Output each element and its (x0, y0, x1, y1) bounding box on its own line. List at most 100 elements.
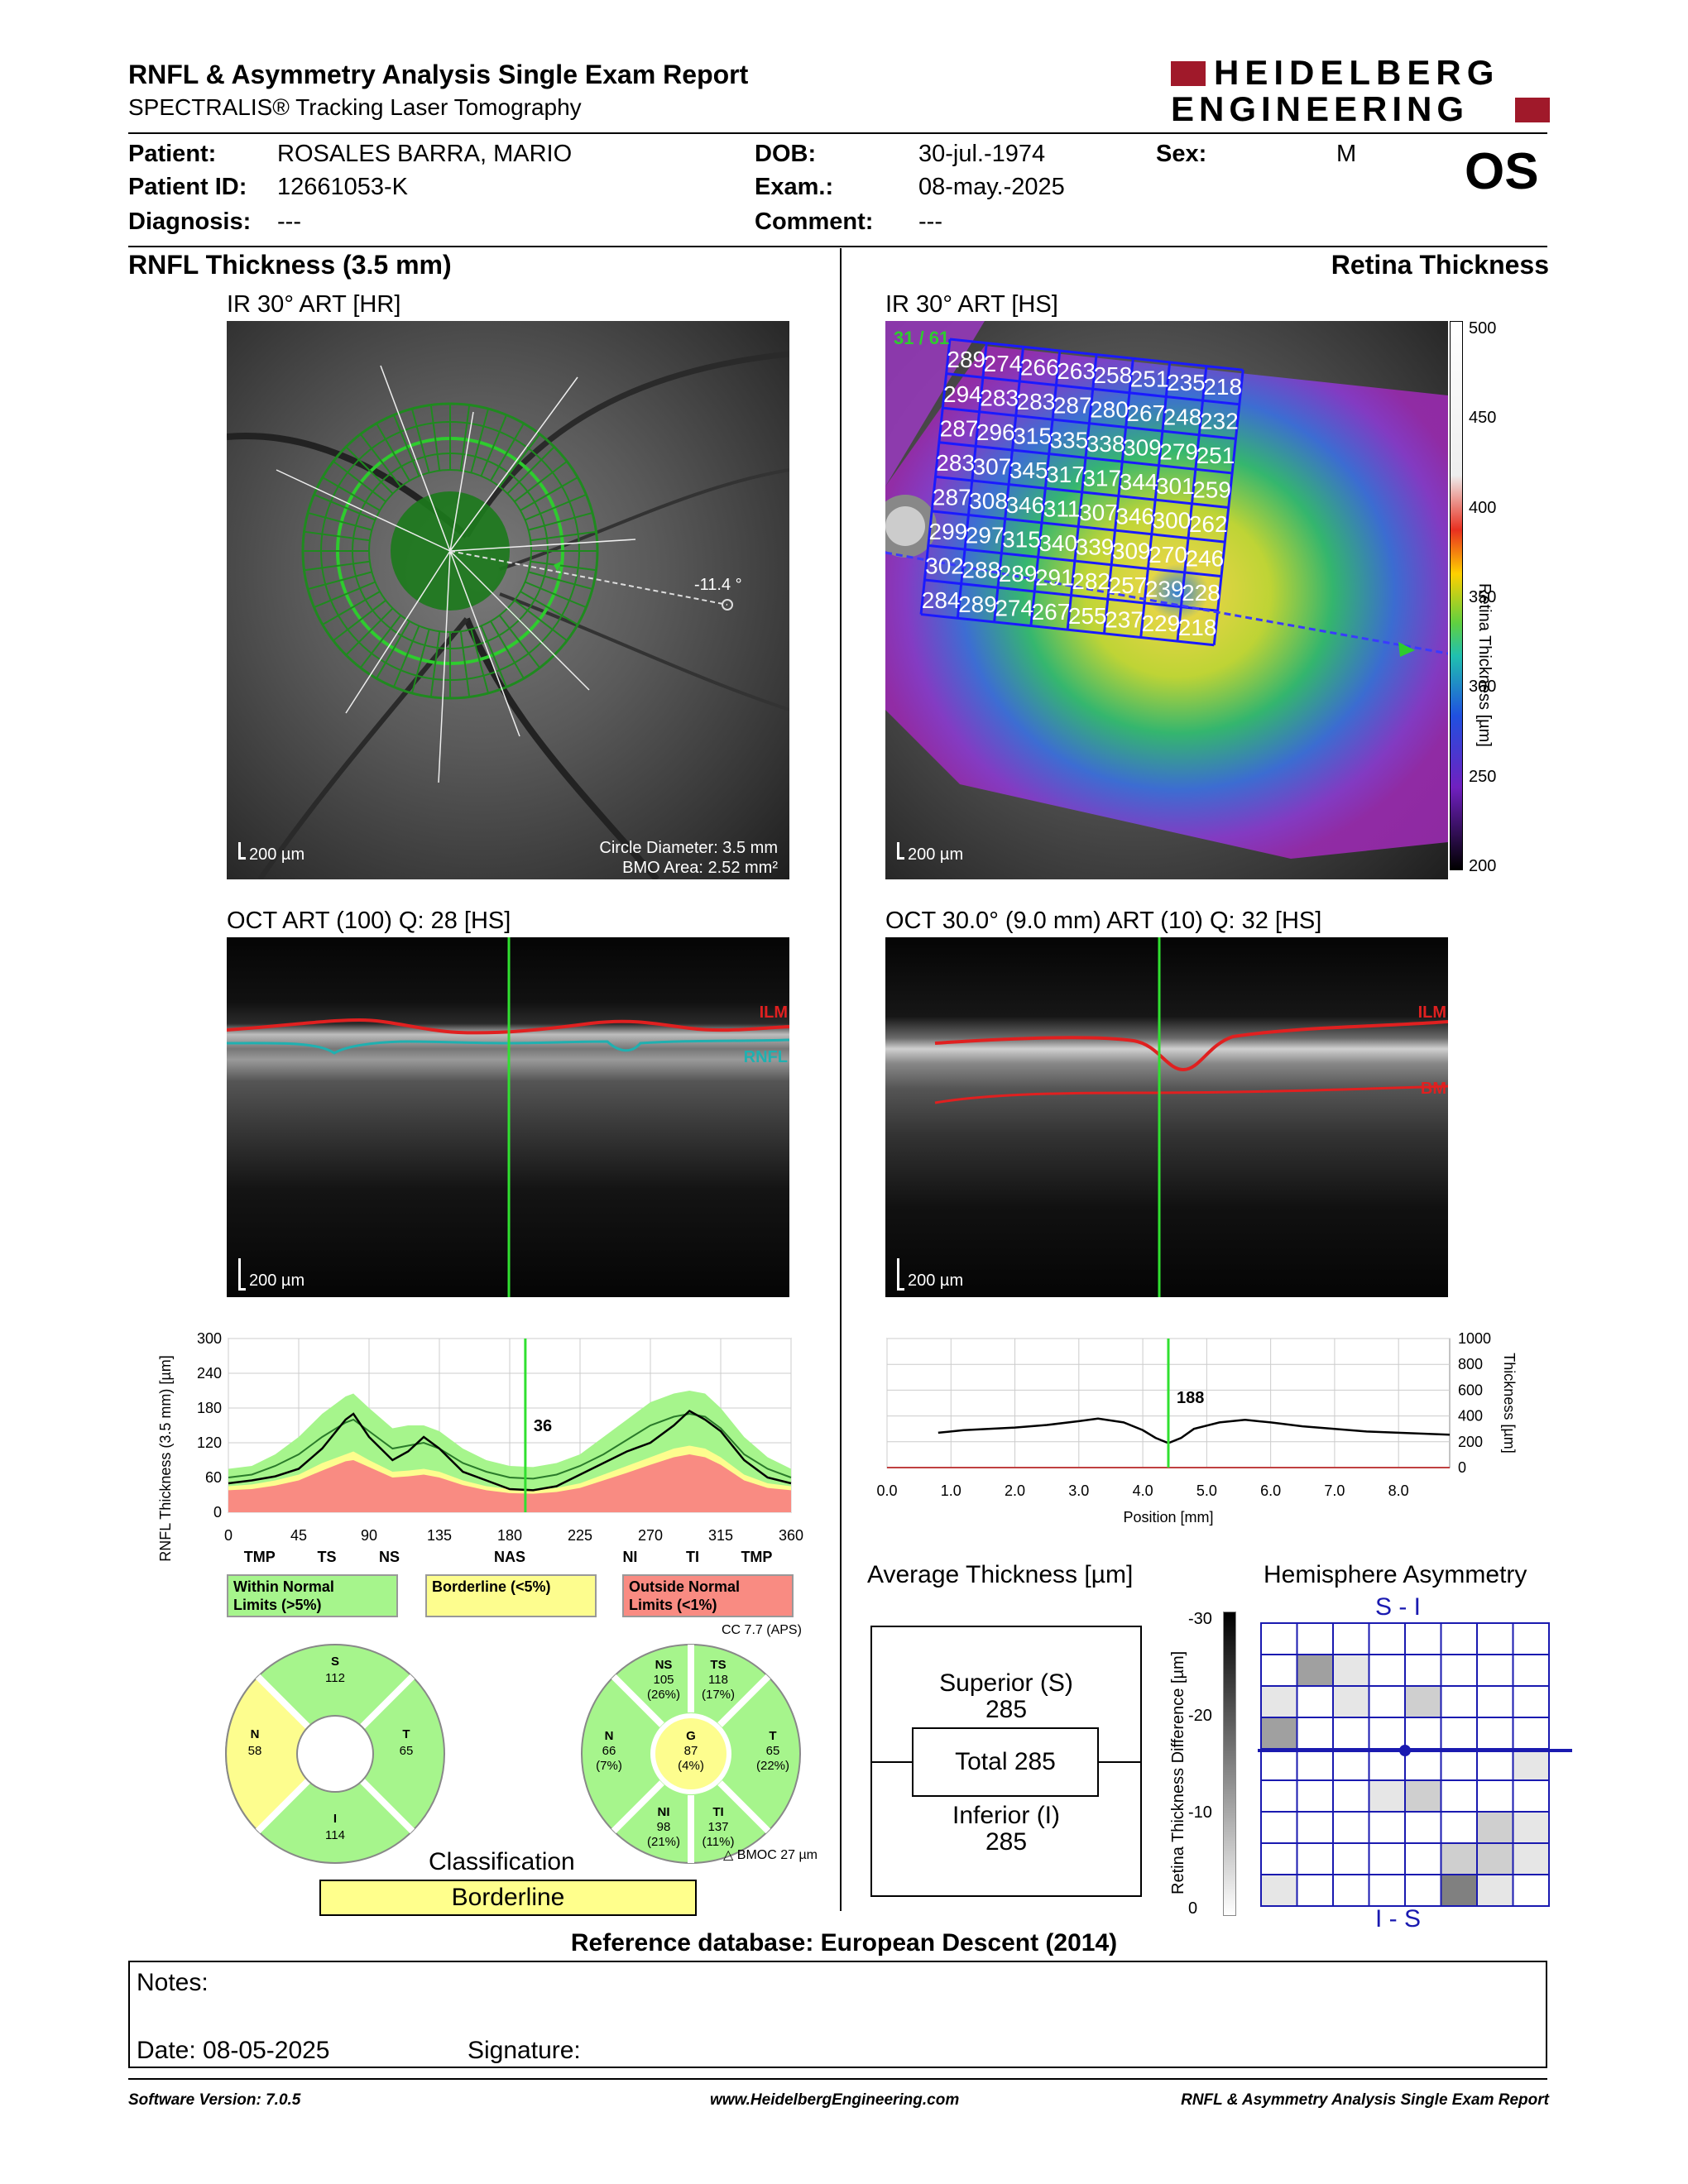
asymmetry-cell (1476, 1842, 1514, 1875)
notes-box[interactable]: Notes: Date: 08-05-2025 Signature: (128, 1961, 1547, 2068)
outside-normal-band (228, 1454, 791, 1512)
thickness-cell: 263 (1057, 358, 1096, 384)
asymmetry-cell (1512, 1685, 1550, 1718)
asymmetry-cell (1332, 1622, 1370, 1655)
retina-line (938, 1417, 1451, 1444)
inferior-value: 285 (985, 1828, 1028, 1856)
asymmetry-cell (1512, 1811, 1550, 1844)
thickness-cell: 311 (1043, 496, 1081, 521)
asymmetry-cell (1512, 1779, 1550, 1813)
six-g-label: G (686, 1729, 696, 1743)
thickness-cell: 345 (1009, 457, 1048, 483)
x-tick-label: 1.0 (941, 1482, 961, 1499)
quad-n-label: N (251, 1727, 260, 1741)
colorbar-tick: 200 (1469, 857, 1497, 875)
asymmetry-cell (1368, 1874, 1406, 1907)
footer-report-name: RNFL & Asymmetry Analysis Single Exam Re… (1181, 2091, 1549, 2109)
asymmetry-cell (1260, 1779, 1298, 1813)
thickness-cell: 339 (1076, 534, 1115, 560)
six-sector-chart: NS 105 (26%) TS 118 (17%) N 66 (7%) G 87… (581, 1644, 801, 1864)
asymmetry-cell (1368, 1842, 1406, 1875)
thickness-cell: 344 (1120, 469, 1158, 495)
asymmetry-cell (1476, 1622, 1514, 1655)
asymmetry-cell (1440, 1811, 1478, 1844)
asymmetry-cell (1332, 1654, 1370, 1687)
y-axis-label: Thickness [µm] (1501, 1353, 1518, 1453)
right-ir-scale: 200 µm (897, 842, 963, 864)
quad-s-value: 112 (325, 1671, 345, 1685)
retina-thickness-chart: 0 200 400 600 800 1000 0.0 1.0 2.0 3.0 4.0 5.0 6.0 7.… (877, 1330, 1518, 1525)
six-n-label: N (605, 1729, 614, 1743)
asymmetry-cell (1440, 1717, 1478, 1750)
x-tick-label: 315 (708, 1527, 733, 1544)
angle-readout: -11.4 ° (694, 576, 742, 594)
sector-label: NI (622, 1549, 637, 1564)
colorbar-tick: 350 (1469, 588, 1497, 606)
quad-t-value: 65 (400, 1744, 414, 1758)
thickness-cell: 228 (1182, 580, 1220, 606)
thickness-cell: 302 (925, 553, 964, 579)
right-ilm-label: ILM (1417, 1003, 1446, 1022)
cursor-value: 36 (534, 1417, 552, 1435)
diagnosis-label: Diagnosis: (128, 208, 252, 235)
asymmetry-cell (1260, 1811, 1298, 1844)
bmoc-value: △ BMOC 27 µm (723, 1848, 818, 1862)
right-oct-title: OCT 30.0° (9.0 mm) ART (10) Q: 32 [HS] (885, 908, 1322, 934)
thickness-cell: 229 (1141, 611, 1180, 636)
hemisphere-title: Hemisphere Asymmetry (1264, 1561, 1527, 1588)
six-ti-value: 137 (707, 1820, 728, 1834)
quadrant-sector-chart: S 112 N 58 T 65 I 114 (225, 1644, 445, 1864)
quad-n-value: 58 (248, 1744, 262, 1758)
software-version: Software Version: 7.0.5 (128, 2091, 301, 2109)
asymmetry-cell (1512, 1717, 1550, 1750)
thickness-cell: 346 (1115, 504, 1154, 529)
asymmetry-cell (1440, 1842, 1478, 1875)
asymmetry-cell (1332, 1874, 1370, 1907)
patient-name: ROSALES BARRA, MARIO (277, 141, 573, 167)
thickness-cell: 274 (984, 351, 1023, 376)
thickness-cell: 282 (1072, 568, 1110, 594)
quad-s-label: S (331, 1655, 339, 1669)
y-tick-label: 800 (1458, 1356, 1483, 1372)
hemisphere-bottom-label: I - S (1375, 1905, 1422, 1933)
asymmetry-cell (1476, 1685, 1514, 1718)
difference-bar-label: Retina Thickness Difference [µm] (1169, 1650, 1187, 1894)
thickness-cell: 218 (1203, 374, 1242, 400)
asymmetry-cell (1368, 1811, 1406, 1844)
difference-tick: -20 (1188, 1707, 1212, 1725)
left-ir-title: IR 30° ART [HR] (227, 291, 401, 318)
thickness-cell: 346 (1005, 492, 1044, 518)
asymmetry-cell (1404, 1685, 1442, 1718)
asymmetry-cell (1476, 1654, 1514, 1687)
thickness-cell: 289 (947, 347, 985, 372)
thickness-cell: 287 (933, 484, 971, 510)
asymmetry-cell (1476, 1811, 1514, 1844)
notes-label: Notes: (137, 1969, 209, 1996)
thickness-cell: 267 (1032, 599, 1071, 625)
heidelberg-logo: HEIDELBERG ENGINEERING (1171, 55, 1551, 131)
thickness-cell: 235 (1167, 370, 1206, 395)
inferior-label: Inferior (I) (952, 1802, 1061, 1829)
thickness-cell: 283 (980, 385, 1019, 410)
colorbar-tick: 400 (1469, 498, 1497, 517)
thickness-cell: 248 (1163, 405, 1202, 430)
asymmetry-cell (1368, 1654, 1406, 1687)
sex-label: Sex: (1156, 141, 1207, 167)
thickness-cell: 267 (1126, 400, 1165, 426)
retina-section-title: Retina Thickness (1331, 250, 1549, 280)
six-ns-value: 105 (653, 1673, 674, 1687)
thickness-cell: 299 (929, 519, 968, 544)
y-tick-label: 0 (1458, 1459, 1466, 1476)
y-tick-label: 400 (1458, 1408, 1483, 1425)
superior-value: 285 (985, 1696, 1028, 1723)
asymmetry-cell (1404, 1748, 1442, 1781)
x-tick-label: 270 (638, 1527, 663, 1544)
website-link[interactable]: www.HeidelbergEngineering.com (710, 2091, 960, 2109)
y-tick-label: 1000 (1458, 1330, 1491, 1347)
thickness-cell: 307 (973, 454, 1012, 480)
six-ti-label: TI (712, 1805, 723, 1819)
left-oct-title: OCT ART (100) Q: 28 [HS] (227, 908, 511, 934)
asymmetry-cell (1260, 1654, 1298, 1687)
hemisphere-top-label: S - I (1375, 1593, 1422, 1621)
difference-tick: 0 (1188, 1899, 1198, 1918)
